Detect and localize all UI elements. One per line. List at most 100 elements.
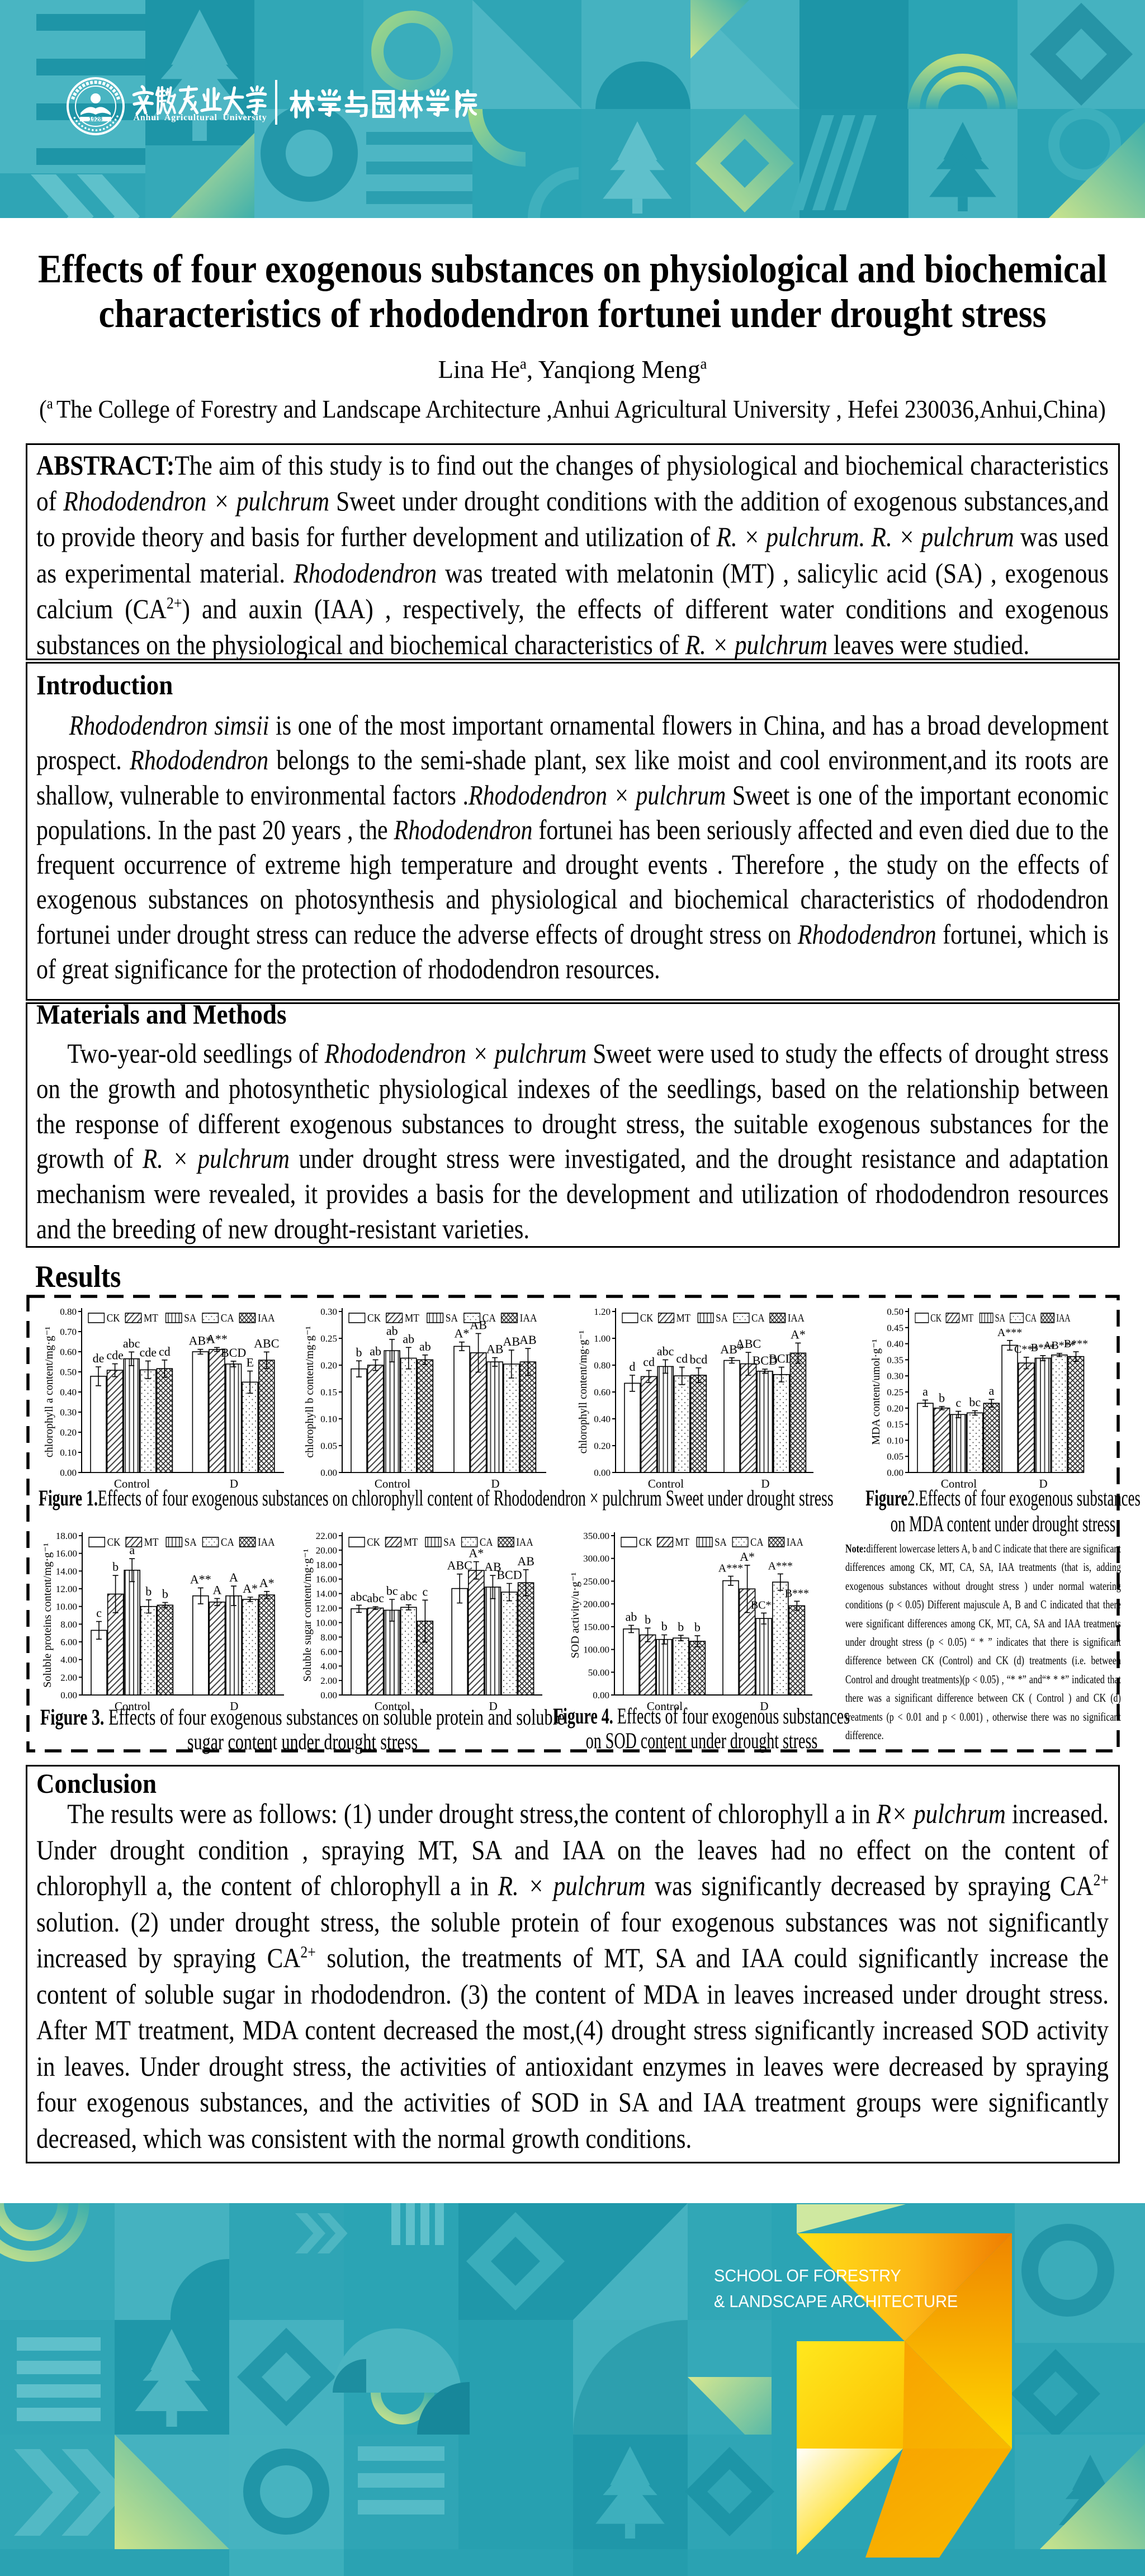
svg-text:0.05: 0.05 [320,1441,337,1451]
svg-text:SA: SA [715,1536,727,1549]
svg-text:0.00: 0.00 [320,1690,337,1701]
svg-text:CA: CA [480,1536,493,1549]
svg-text:B***: B*** [1031,1342,1055,1354]
svg-text:18.00: 18.00 [316,1560,337,1570]
svg-text:A***: A*** [718,1562,743,1575]
svg-text:E: E [246,1356,253,1370]
svg-text:250.00: 250.00 [583,1576,609,1587]
svg-text:0.25: 0.25 [320,1333,337,1344]
svg-text:MT: MT [675,1536,689,1549]
svg-text:b: b [678,1620,684,1633]
svg-text:0.35: 0.35 [887,1355,903,1365]
svg-text:CK: CK [930,1312,941,1324]
svg-text:b: b [162,1587,168,1601]
svg-text:0.40: 0.40 [60,1387,77,1398]
svg-text:ab: ab [370,1344,381,1358]
svg-text:A***: A*** [768,1560,793,1572]
svg-text:0.30: 0.30 [887,1371,903,1381]
svg-text:IAA: IAA [258,1312,275,1325]
svg-text:0.10: 0.10 [60,1447,77,1458]
svg-text:CK: CK [367,1536,380,1549]
svg-text:MT: MT [404,1536,418,1549]
svg-text:A**: A** [190,1572,211,1586]
svg-text:chlorophyll a content/mg·g⁻¹: chlorophyll a content/mg·g⁻¹ [43,1327,55,1457]
svg-text:AB: AB [486,1342,504,1356]
svg-text:CA: CA [221,1312,234,1325]
svg-text:b: b [645,1612,651,1626]
svg-text:ab: ab [403,1332,414,1346]
svg-text:0.30: 0.30 [60,1407,77,1418]
svg-text:cd: cd [676,1352,688,1366]
svg-text:CK: CK [640,1312,654,1324]
svg-text:IAA: IAA [520,1312,537,1324]
svg-text:CK: CK [367,1312,381,1324]
svg-text:chlorophyll content/mg·g⁻¹: chlorophyll content/mg·g⁻¹ [577,1330,589,1453]
svg-text:IAA: IAA [258,1536,275,1549]
svg-text:SA: SA [995,1312,1006,1324]
svg-text:ABC: ABC [736,1337,761,1351]
svg-text:BCD: BCD [496,1568,522,1582]
svg-text:MDA content/umol·g⁻¹: MDA content/umol·g⁻¹ [870,1339,882,1445]
svg-text:2.00: 2.00 [320,1675,337,1686]
svg-text:IAA: IAA [787,1536,803,1549]
svg-text:bcd: bcd [690,1352,708,1366]
svg-text:Control: Control [647,1699,683,1713]
svg-text:cde: cde [140,1346,157,1360]
svg-text:20.00: 20.00 [316,1545,337,1556]
svg-text:Control: Control [375,1699,410,1713]
svg-text:14.00: 14.00 [316,1589,337,1599]
svg-text:b: b [939,1391,945,1405]
svg-text:D: D [760,1699,768,1713]
svg-text:ABC: ABC [254,1336,279,1350]
svg-text:b: b [356,1345,362,1359]
svg-text:Control: Control [375,1477,410,1490]
svg-text:A***: A*** [997,1327,1022,1339]
svg-text:CA: CA [482,1312,496,1324]
svg-text:0.50: 0.50 [60,1367,77,1377]
svg-text:MT: MT [961,1312,973,1324]
svg-text:BC**: BC** [751,1599,777,1611]
svg-text:0.00: 0.00 [60,1690,77,1701]
svg-text:b: b [112,1560,119,1574]
svg-text:MT: MT [405,1312,420,1324]
svg-text:a: a [989,1384,995,1398]
svg-text:abc: abc [367,1591,384,1605]
svg-text:AB: AB [519,1333,537,1347]
svg-text:0.30: 0.30 [320,1306,337,1317]
svg-text:C***: C*** [1014,1343,1038,1356]
svg-text:SA: SA [184,1536,197,1549]
svg-text:IAA: IAA [516,1536,533,1549]
svg-text:CK: CK [107,1312,120,1325]
svg-text:a: a [922,1384,928,1398]
svg-text:abc: abc [351,1589,368,1603]
svg-text:CK: CK [639,1536,652,1549]
svg-text:0.20: 0.20 [320,1360,337,1371]
svg-text:D: D [1039,1477,1048,1490]
svg-text:de: de [93,1351,105,1365]
svg-text:50.00: 50.00 [588,1667,609,1678]
svg-text:0.20: 0.20 [60,1427,77,1438]
svg-text:Control: Control [115,1699,150,1713]
svg-text:c: c [96,1606,102,1620]
svg-text:0.40: 0.40 [887,1339,903,1349]
svg-text:8.00: 8.00 [320,1632,337,1642]
svg-text:18.00: 18.00 [56,1531,77,1541]
svg-text:ab: ab [419,1339,431,1353]
svg-text:A*: A* [469,1546,484,1560]
svg-text:2.00: 2.00 [60,1672,77,1683]
svg-text:CK: CK [107,1536,121,1549]
svg-text:D: D [491,1477,499,1490]
svg-text:12.00: 12.00 [316,1603,337,1614]
svg-text:A*: A* [259,1576,275,1590]
svg-text:A*: A* [455,1327,470,1341]
svg-text:0.45: 0.45 [887,1323,903,1333]
svg-text:0.20: 0.20 [887,1403,903,1414]
svg-text:A*: A* [243,1581,258,1595]
svg-text:0.80: 0.80 [60,1306,77,1317]
svg-text:BCD: BCD [221,1346,246,1360]
svg-text:0.10: 0.10 [887,1435,903,1446]
svg-text:D: D [230,1477,238,1490]
svg-text:0.10: 0.10 [320,1414,337,1424]
svg-text:CA: CA [1025,1312,1037,1324]
svg-text:Control: Control [648,1477,684,1490]
